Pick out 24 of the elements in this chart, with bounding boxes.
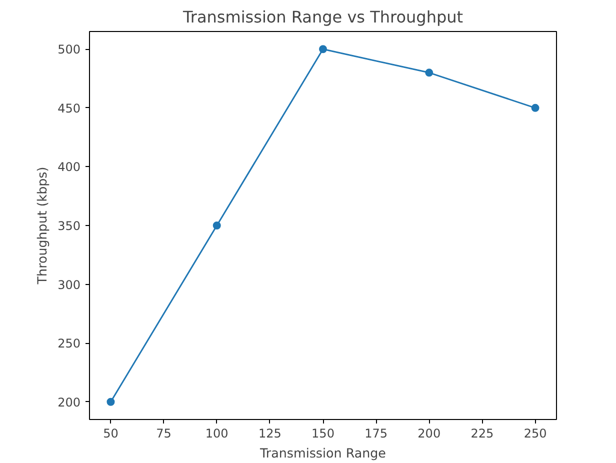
x-tick-label: 175: [364, 426, 388, 440]
point: [425, 68, 434, 77]
point: [319, 45, 327, 54]
x-tick-label: 125: [258, 426, 282, 440]
x-tick-label: 150: [312, 426, 334, 440]
point: [212, 222, 221, 230]
x-axis-title: Transmission Range: [259, 446, 386, 460]
y-tick-label: 400: [58, 160, 80, 174]
y-tick-label: 200: [58, 395, 80, 410]
x-tick-label: 225: [470, 426, 494, 440]
y-tick-label: 500: [58, 42, 80, 57]
point: [106, 398, 115, 406]
x-tick-label: 200: [418, 426, 441, 440]
y-axis-title: Throughput (kbps): [34, 166, 50, 286]
point: [531, 104, 540, 112]
y-tick-label: 300: [58, 278, 80, 292]
x-tick-label: 50: [103, 426, 118, 440]
chart-title: Transmission Range vs Throughput: [182, 8, 464, 26]
x-tick-label: 250: [524, 426, 547, 440]
y-tick-label: 450: [58, 101, 80, 116]
x-tick-label: 75: [156, 426, 172, 440]
y-tick-label: 350: [58, 219, 80, 233]
x-tick-label: 100: [205, 426, 228, 440]
y-tick-label: 250: [58, 336, 80, 351]
